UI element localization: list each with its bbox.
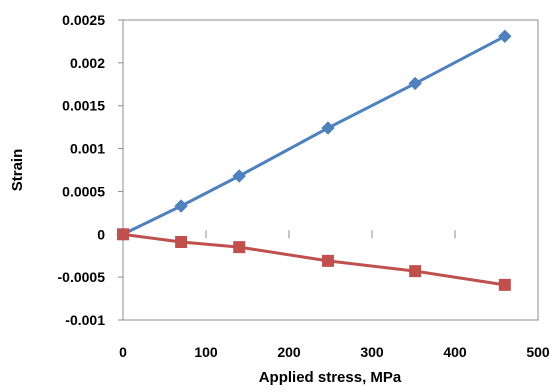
x-tick-label: 500 xyxy=(526,344,550,360)
series-2-point xyxy=(175,236,188,248)
series-1-point xyxy=(321,121,335,135)
series-1-point xyxy=(408,76,422,91)
x-tick-label: 200 xyxy=(277,344,301,360)
x-tick-label: 300 xyxy=(360,344,384,360)
x-tick-label: 0 xyxy=(119,344,127,360)
y-tick-label: -0.001 xyxy=(65,312,105,328)
series-1-point xyxy=(174,199,188,213)
y-axis-label: Strain xyxy=(9,149,26,192)
x-tick-label: 100 xyxy=(194,344,218,360)
y-tick-label: 0.0015 xyxy=(62,98,105,114)
x-axis-label: Applied stress, MPa xyxy=(259,369,402,386)
series-1-point xyxy=(232,169,246,183)
x-tick-label: 400 xyxy=(443,344,467,360)
series-2-point xyxy=(409,265,422,278)
series-2-point xyxy=(322,254,335,267)
y-tick-label: 0.001 xyxy=(70,141,105,157)
y-axis-ticks: -0.001 -0.0005 0 0.0005 0.001 0.0015 0.002 0.00… xyxy=(58,12,123,328)
y-tick-label: 0.0025 xyxy=(62,12,105,28)
series-2-line xyxy=(122,232,506,287)
y-tick-label: -0.0005 xyxy=(58,269,106,285)
series-layer xyxy=(116,29,512,291)
series-1-line xyxy=(122,34,506,236)
series-2-point xyxy=(233,241,246,254)
plot-area xyxy=(122,19,539,321)
series-2-point xyxy=(117,228,129,241)
series-2-point xyxy=(498,278,511,291)
x-axis-ticks: 0 100 200 300 400 500 xyxy=(119,230,550,360)
series-1-point xyxy=(498,29,512,43)
y-tick-label: 0.002 xyxy=(70,55,105,71)
y-tick-label: 0.0005 xyxy=(62,183,105,199)
y-tick-label: 0 xyxy=(97,226,105,242)
